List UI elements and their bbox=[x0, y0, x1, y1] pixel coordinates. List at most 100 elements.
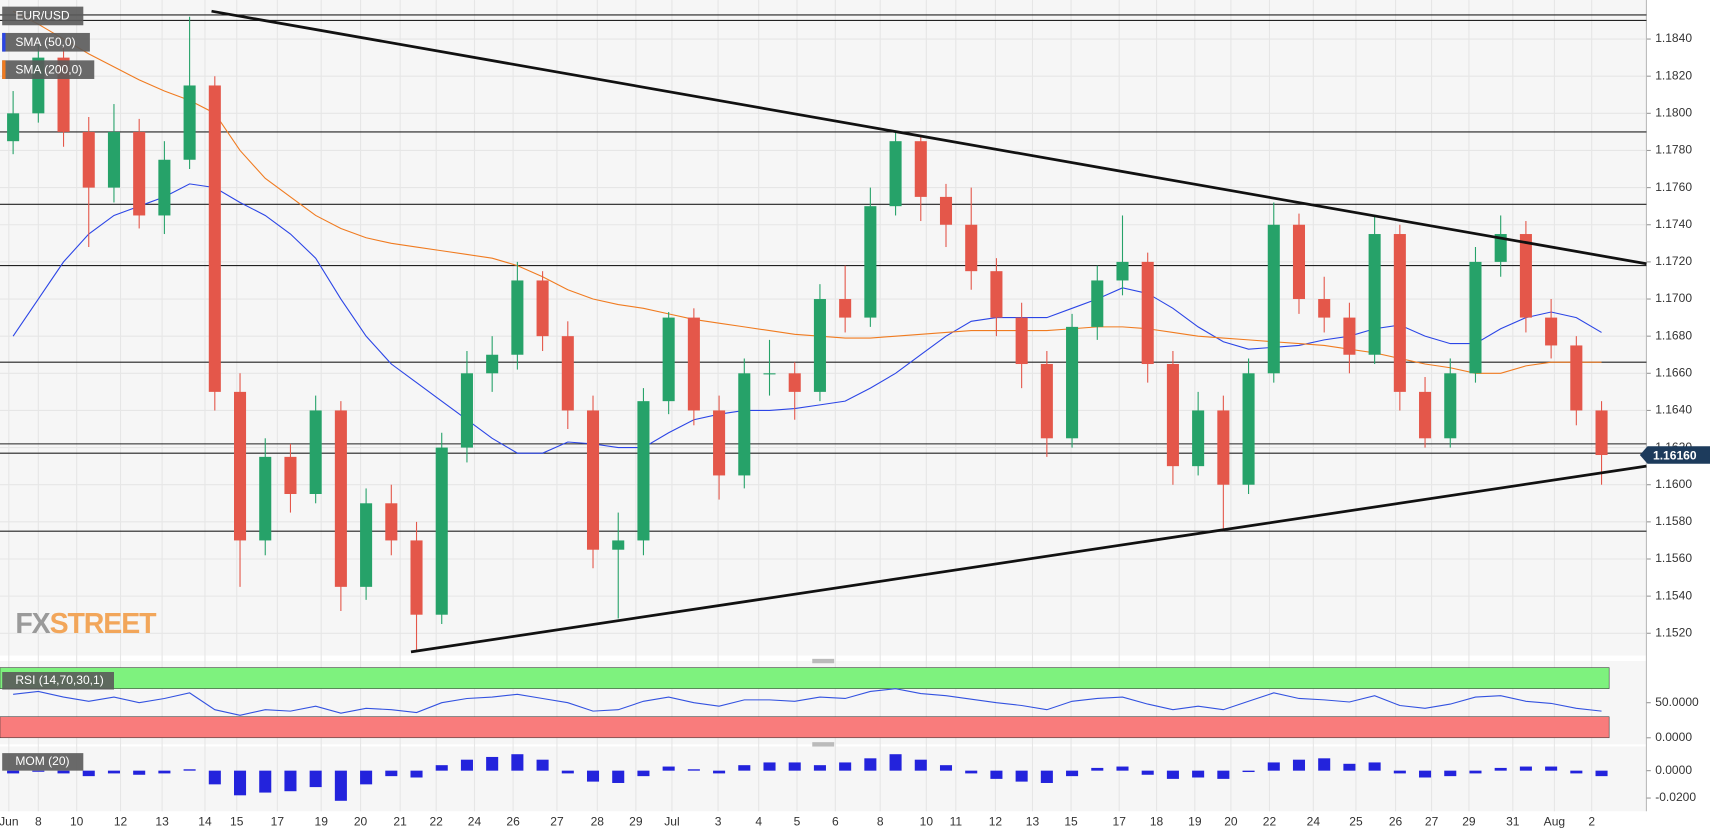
candle-body bbox=[939, 196, 953, 225]
trend-line bbox=[410, 464, 1647, 654]
mom-bar bbox=[687, 769, 700, 771]
y-tick-label: 50.0000 bbox=[1655, 695, 1699, 709]
x-tick-label: 27 bbox=[1425, 814, 1439, 828]
mom-bar bbox=[536, 759, 549, 771]
mom-bar bbox=[965, 770, 978, 774]
y-tick-label: 1.1580 bbox=[1655, 514, 1692, 528]
candle-body bbox=[183, 85, 196, 160]
mom-bar bbox=[864, 758, 877, 771]
x-tick-label: 22 bbox=[1263, 814, 1277, 828]
legend-box bbox=[2, 672, 115, 690]
y-tick-label: 1.1560 bbox=[1655, 551, 1692, 565]
mom-bar bbox=[1242, 770, 1255, 773]
candle-body bbox=[637, 401, 650, 541]
trend-line bbox=[211, 9, 1647, 266]
panel-handle[interactable] bbox=[812, 658, 835, 664]
x-tick-label: 10 bbox=[920, 814, 934, 828]
legend-box bbox=[2, 6, 84, 26]
candle-body bbox=[1444, 373, 1457, 439]
legend-box bbox=[2, 753, 84, 771]
legend-box bbox=[2, 60, 95, 79]
mom-bar bbox=[1217, 770, 1230, 779]
mom-bar bbox=[1066, 770, 1079, 777]
mom-bar bbox=[1545, 766, 1558, 771]
candle-body bbox=[864, 206, 877, 318]
candle-body bbox=[763, 373, 776, 375]
mom-bar bbox=[1292, 759, 1306, 771]
mom-bar bbox=[158, 770, 171, 774]
mom-panel bbox=[0, 746, 1647, 812]
candle-body bbox=[1545, 317, 1558, 346]
candle-body bbox=[1419, 391, 1432, 439]
candle-body bbox=[1494, 234, 1507, 262]
candle-body bbox=[1192, 410, 1205, 467]
candle-body bbox=[1393, 234, 1406, 392]
mom-bar bbox=[914, 759, 927, 771]
watermark-prefix: FX bbox=[15, 607, 50, 639]
mom-bar bbox=[662, 766, 675, 771]
mom-bar bbox=[561, 770, 574, 774]
candle-body bbox=[360, 503, 373, 587]
legend-label: RSI (14,70,30,1) bbox=[15, 673, 103, 687]
y-tick-label: 1.1660 bbox=[1655, 365, 1692, 379]
mom-bar bbox=[284, 770, 297, 792]
candle-body bbox=[561, 336, 574, 411]
x-tick-label: 24 bbox=[468, 814, 482, 828]
x-tick-label: 28 bbox=[591, 814, 605, 828]
mom-bar bbox=[460, 759, 473, 771]
y-tick-label: 1.1780 bbox=[1655, 143, 1692, 157]
mom-bar bbox=[1091, 767, 1104, 771]
x-tick-label: 26 bbox=[506, 814, 520, 828]
candle-body bbox=[1141, 261, 1154, 365]
x-tick-label: 18 bbox=[1150, 814, 1164, 828]
sma-line bbox=[12, 183, 1602, 454]
panel-handle[interactable] bbox=[812, 742, 835, 747]
candle-body bbox=[1066, 326, 1079, 439]
mom-bar bbox=[763, 762, 776, 771]
x-tick-label: 21 bbox=[393, 814, 407, 828]
x-tick-label: Jul bbox=[664, 814, 679, 828]
candle-body bbox=[1166, 364, 1179, 467]
y-tick-label: 1.1520 bbox=[1655, 625, 1692, 639]
watermark-suffix: STREET bbox=[50, 607, 158, 639]
mom-bar bbox=[486, 756, 499, 771]
candle-body bbox=[1343, 317, 1356, 355]
mom-bar bbox=[939, 765, 953, 771]
mom-bar bbox=[738, 765, 751, 771]
y-tick-label: 1.1540 bbox=[1655, 588, 1692, 602]
y-tick-label: 1.1840 bbox=[1655, 31, 1692, 45]
y-tick-label: 1.1820 bbox=[1655, 68, 1692, 82]
mom-bar bbox=[183, 769, 196, 771]
x-tick-label: 13 bbox=[1026, 814, 1040, 828]
candle-body bbox=[435, 447, 448, 615]
candle-body bbox=[1040, 364, 1053, 439]
candle-body bbox=[687, 317, 700, 411]
y-tick-label: 0.0000 bbox=[1655, 763, 1692, 777]
mom-bar bbox=[1368, 762, 1381, 771]
mom-bar bbox=[334, 770, 347, 801]
candle-body bbox=[1015, 317, 1028, 365]
mom-bar bbox=[1192, 770, 1205, 778]
x-tick-label: 29 bbox=[629, 814, 643, 828]
mom-bar bbox=[435, 765, 448, 771]
candle-body bbox=[107, 131, 120, 188]
watermark: FXSTREET bbox=[15, 607, 157, 639]
candle-body bbox=[385, 503, 398, 541]
candle-body bbox=[1091, 280, 1104, 327]
x-tick-label: Jun bbox=[0, 814, 19, 828]
candle-body bbox=[133, 131, 146, 216]
candle-body bbox=[158, 159, 171, 216]
candle-body bbox=[839, 299, 852, 318]
mom-bar bbox=[1318, 758, 1331, 771]
mom-bar bbox=[309, 770, 322, 788]
mom-bar bbox=[586, 770, 600, 782]
x-tick-label: 29 bbox=[1462, 814, 1476, 828]
candle-body bbox=[536, 280, 549, 337]
rsi-zone bbox=[0, 716, 1610, 739]
candle-body bbox=[309, 410, 322, 495]
legend-label: SMA (50,0) bbox=[15, 35, 75, 49]
mom-bar bbox=[7, 770, 20, 774]
x-tick-label: 8 bbox=[877, 814, 884, 828]
candle-body bbox=[1519, 234, 1532, 318]
